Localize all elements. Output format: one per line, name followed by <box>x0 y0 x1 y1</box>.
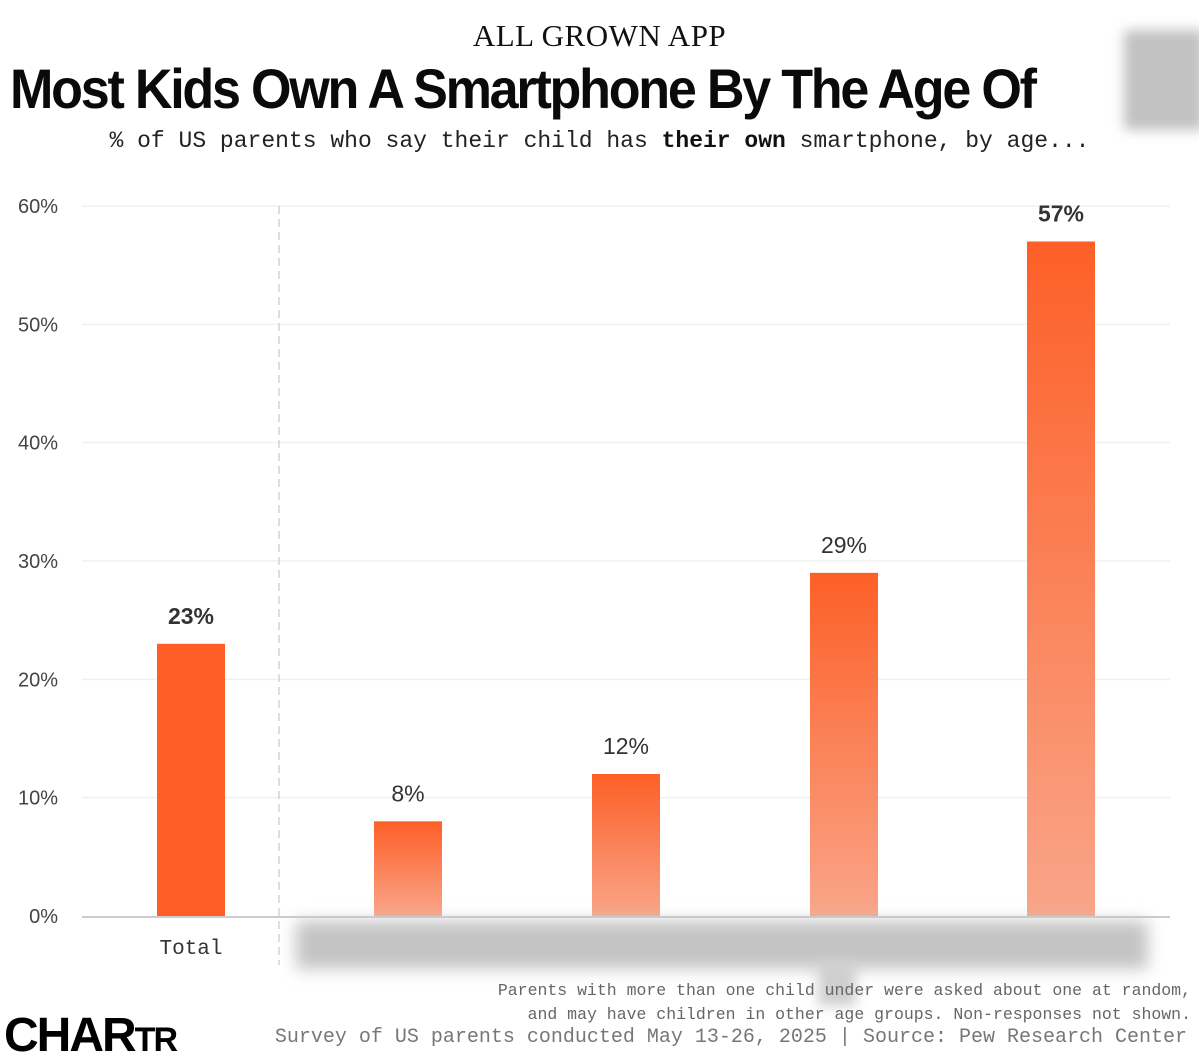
source-line: Survey of US parents conducted May 13-26… <box>274 1026 1187 1049</box>
footnote-line-2: and may have children in other age group… <box>527 1005 1191 1024</box>
y-tick-label: 60% <box>18 196 58 218</box>
redacted-category-labels <box>296 921 1148 969</box>
value-labels: 23% 8% 12% 29% 57% <box>168 201 1084 807</box>
logo-part-3: TR <box>134 1021 178 1059</box>
bar-1 <box>374 821 442 916</box>
logo-part-1: CHA <box>4 1009 104 1062</box>
chart-subtitle: % of US parents who say their child has … <box>0 128 1199 154</box>
subtitle-bold: their own <box>661 128 786 154</box>
chartr-logo: CHARTR <box>4 1008 178 1063</box>
bar-total <box>157 643 225 916</box>
subtitle-pre: % of US parents who say their child has <box>109 128 662 154</box>
y-tick-label: 20% <box>18 669 58 691</box>
chart-title: Most Kids Own A Smartphone By The Age Of <box>10 57 1037 120</box>
bar-3 <box>810 572 878 916</box>
value-label: 12% <box>603 733 649 759</box>
kicker: ALL GROWN APP <box>472 18 727 53</box>
value-label: 57% <box>1038 201 1084 227</box>
y-tick-label: 50% <box>18 314 58 336</box>
bar-chart: 0% 10% 20% 30% 40% 50% 60% 23% 8% 12% 29% 57% Tota… <box>18 196 1170 965</box>
bars <box>157 241 1095 916</box>
y-tick-label: 30% <box>18 551 58 573</box>
x-tick-label: Total <box>159 938 222 961</box>
x-axis-labels: Total <box>159 938 222 961</box>
value-label: 8% <box>391 780 424 806</box>
value-label: 29% <box>821 532 867 558</box>
footnote-line-1: Parents with more than one child under w… <box>497 981 1191 1000</box>
y-tick-label: 10% <box>18 788 58 810</box>
redacted-title-end <box>1124 30 1199 130</box>
bar-4 <box>1027 241 1095 916</box>
y-axis-ticks: 0% 10% 20% 30% 40% 50% 60% <box>18 196 58 928</box>
gridlines <box>82 205 1170 799</box>
redacted-footnote-age <box>818 960 856 1006</box>
y-tick-label: 40% <box>18 433 58 455</box>
bar-2 <box>592 774 660 916</box>
subtitle-post: smartphone, by age... <box>785 128 1090 154</box>
value-label: 23% <box>168 603 214 629</box>
y-tick-label: 0% <box>29 906 58 928</box>
logo-part-2: R <box>102 1009 137 1062</box>
